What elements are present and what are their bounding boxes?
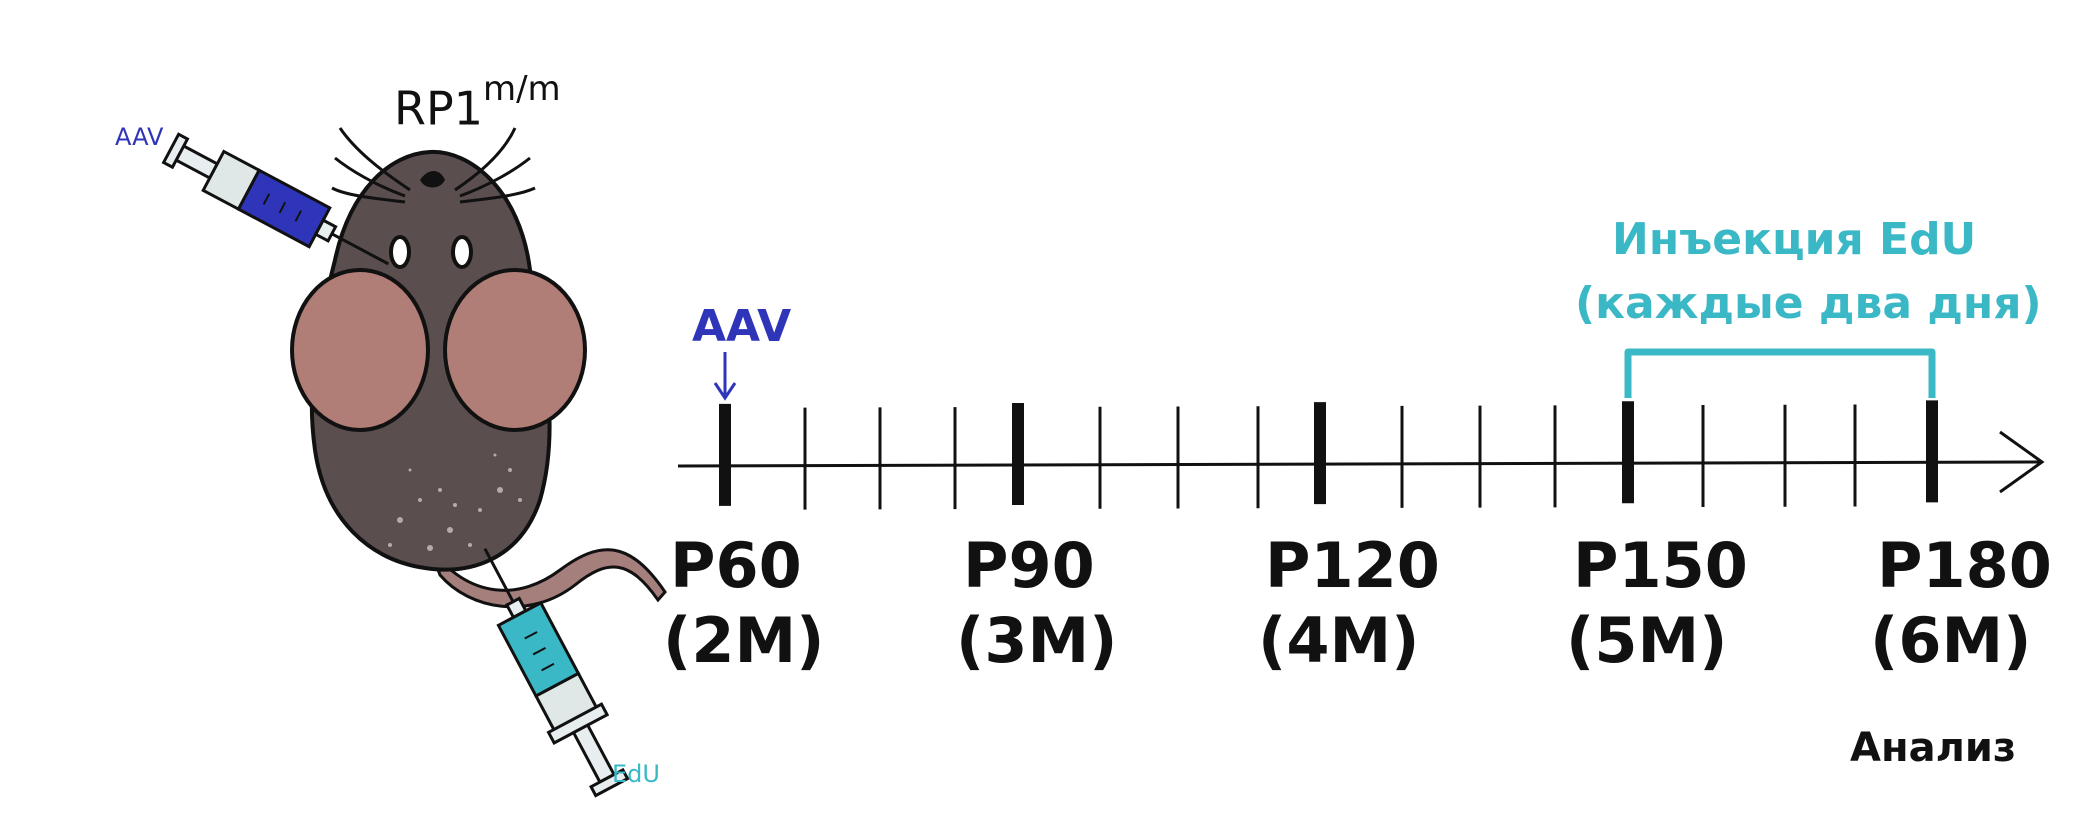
timepoint-month-label: (2M) <box>663 604 825 677</box>
genotype-label: RP1m/m <box>394 72 561 131</box>
timepoint-month-label: (4M) <box>1258 604 1420 677</box>
timeline-ticks <box>719 400 1938 510</box>
mouse-ear-right <box>443 268 587 432</box>
edu-label-line1: Инъекция EdU <box>1612 214 1977 265</box>
timepoint-day-label: P120 <box>1265 529 1440 602</box>
aav-arrow-head <box>713 382 737 401</box>
analysis-label: Анализ <box>1850 725 2017 771</box>
aav-timeline-label: AAV <box>692 301 792 352</box>
timepoint-month-label: (5M) <box>1566 604 1728 677</box>
fur-speckles <box>388 453 522 551</box>
mouse-nose <box>420 171 445 188</box>
genotype-text: RP1 <box>394 81 483 136</box>
edu-syringe-label: EdU <box>612 760 660 788</box>
timeline-axis <box>677 460 2041 468</box>
aav-syringe <box>161 132 390 266</box>
mouse-ear-left <box>290 268 430 432</box>
timepoint-day-label: P60 <box>670 529 802 602</box>
mouse-eye-right <box>451 235 473 269</box>
aav-syringe-label: AAV <box>115 123 164 151</box>
mouse-whiskers <box>331 127 536 204</box>
genotype-superscript: m/m <box>482 69 561 109</box>
timepoint-day-label: P150 <box>1573 529 1748 602</box>
mouse-illustration <box>290 127 667 609</box>
edu-syringe <box>483 548 630 798</box>
timepoint-day-label: P90 <box>963 529 1095 602</box>
mouse-eye-left <box>389 235 411 269</box>
timepoint-day-label: P180 <box>1877 529 2052 602</box>
timepoint-month-label: (3M) <box>956 604 1118 677</box>
edu-bracket <box>1624 348 1936 398</box>
timeline-arrowhead <box>1999 430 2045 494</box>
edu-label-line2: (каждые два дня) <box>1575 278 2042 329</box>
timeline <box>677 348 2045 510</box>
timepoint-month-label: (6M) <box>1870 604 2032 677</box>
